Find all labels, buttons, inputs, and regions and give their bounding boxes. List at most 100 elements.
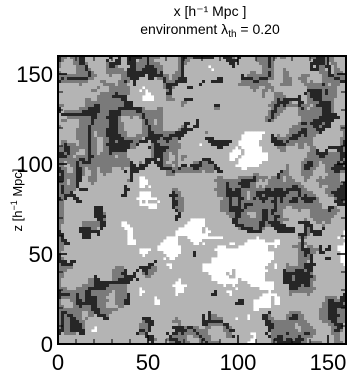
heatmap-cell-filament [91,167,95,171]
heatmap-cell-filament [148,59,152,63]
heatmap-cell-filament [250,182,254,186]
heatmap-cell-sheet [280,65,284,69]
heatmap-cell-knot [316,92,320,96]
heatmap-cell-sheet [301,209,305,213]
heatmap-cell-sheet [187,68,191,72]
heatmap-cell-sheet [319,74,323,78]
heatmap-cell-filament [61,203,65,207]
heatmap-cell-knot [289,98,293,102]
heatmap-cell-filament [253,203,257,207]
heatmap-cell-filament [160,65,164,69]
heatmap-cell-filament [145,116,149,120]
heatmap-cell-filament [85,152,89,156]
heatmap-cell-filament [139,161,143,165]
heatmap-cell-filament [331,161,335,165]
heatmap-cell-sheet [226,77,230,81]
heatmap-cell-filament [103,104,107,108]
heatmap-cell-knot [310,92,314,96]
heatmap-cell-sheet [67,128,71,132]
heatmap-cell-knot [226,140,230,144]
heatmap-cell-filament [301,140,305,144]
heatmap-cell-sheet [232,101,236,105]
heatmap-cell-sheet [193,86,197,90]
heatmap-cell-sheet [118,209,122,213]
heatmap-cell-sheet [325,134,329,138]
heatmap-cell-filament [166,143,170,147]
heatmap-cell-filament [94,161,98,165]
heatmap-cell-filament [331,104,335,108]
heatmap-cell-sheet [274,74,278,78]
heatmap-cell-sheet [223,116,227,120]
heatmap-cell-filament [259,185,263,189]
heatmap-cell-sheet [166,179,170,183]
heatmap-cell-filament [178,74,182,78]
heatmap-cell-sheet [70,170,74,174]
heatmap-cell-sheet [238,110,242,114]
heatmap-cell-knot [79,170,83,174]
heatmap-cell-sheet [286,161,290,165]
heatmap-cell-filament [73,164,77,168]
heatmap-cell-sheet [148,164,152,168]
heatmap-cell-filament [178,68,182,72]
heatmap-cell-filament [97,98,101,102]
heatmap-cell-sheet [277,164,281,168]
heatmap-cell-filament [304,110,308,114]
heatmap-cell-filament [91,173,95,177]
heatmap-cell-filament [130,110,134,114]
heatmap-cell-sheet [190,155,194,159]
heatmap-cell-sheet [106,56,110,60]
heatmap-cell-filament [322,68,326,72]
heatmap-cell-sheet [106,182,110,186]
heatmap-cell-sheet [196,134,200,138]
heatmap-cell-filament [103,173,107,177]
heatmap-cell-filament [118,158,122,162]
heatmap-cell-filament [280,137,284,141]
heatmap-cell-sheet [67,197,71,201]
heatmap-cell-filament [163,74,167,78]
heatmap-cell-sheet [319,167,323,171]
heatmap-cell-sheet [184,203,188,207]
heatmap-cell-sheet [259,116,263,120]
heatmap-cell-sheet [289,152,293,156]
heatmap-cell-sheet [205,113,209,117]
heatmap-cell-sheet [343,119,346,123]
heatmap-cell-filament [190,167,194,171]
heatmap-cell-sheet [70,59,74,63]
heatmap-cell-knot [79,158,83,162]
heatmap-cell-filament [313,146,317,150]
heatmap-cell-sheet [85,83,89,87]
heatmap-cell-filament [151,122,155,126]
heatmap-cell-sheet [100,182,104,186]
heatmap-cell-sheet [199,125,203,129]
heatmap-cell-sheet [226,152,230,156]
heatmap-cell-sheet [139,155,143,159]
heatmap-cell-sheet [151,101,155,105]
heatmap-cell-filament [67,110,71,114]
heatmap-cell-filament [313,149,317,153]
heatmap-cell-sheet [259,167,263,171]
heatmap-cell-filament [334,158,338,162]
heatmap-cell-sheet [217,119,221,123]
heatmap-cell-filament [73,74,77,78]
heatmap-cell-sheet [220,68,224,72]
heatmap-cell-filament [181,167,185,171]
heatmap-cell-sheet [160,95,164,99]
heatmap-cell-filament [58,191,62,195]
heatmap-cell-sheet [172,89,176,93]
heatmap-cell-filament [82,119,86,123]
heatmap-cell-filament [190,56,194,60]
heatmap-cell-filament [307,119,311,123]
heatmap-cell-knot [232,62,236,66]
heatmap-cell-sheet [307,56,311,60]
heatmap-cell-filament [64,182,68,186]
heatmap-cell-filament [178,59,182,63]
heatmap-cell-sheet [142,92,146,96]
heatmap-cell-sheet [175,95,179,99]
heatmap-cell-sheet [85,95,89,99]
heatmap-cell-filament [70,188,74,192]
heatmap-cell-knot [145,161,149,165]
heatmap-cell-knot [109,152,113,156]
heatmap-cell-sheet [268,98,272,102]
heatmap-cell-filament [145,59,149,63]
heatmap-cell-sheet [289,110,293,114]
